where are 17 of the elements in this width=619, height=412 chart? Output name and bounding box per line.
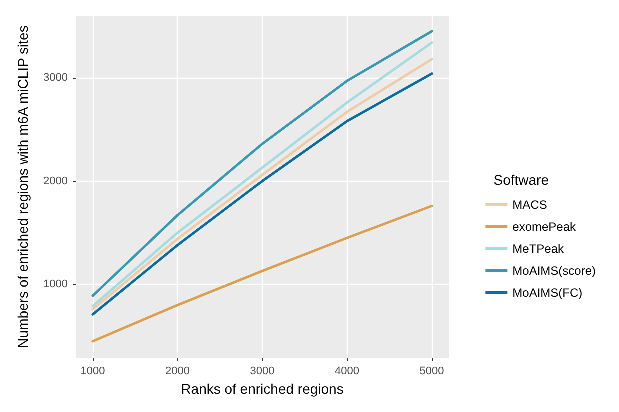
legend-title: Software (494, 172, 550, 188)
line-series (92, 204, 434, 343)
y-axis-title: Numbers of enriched regions with m6A miCLIP sites (15, 26, 31, 348)
x-axis-title: Ranks of enriched regions (181, 381, 344, 397)
x-tick-label: 4000 (335, 366, 360, 378)
y-tick-label: 2000 (44, 175, 68, 188)
x-tick-label: 5000 (420, 366, 444, 378)
x-tick-label: 1000 (80, 366, 106, 378)
x-tick-label: 3000 (250, 366, 275, 378)
legend-label: exomePeak (512, 220, 578, 234)
legend-label: MACS (512, 198, 548, 212)
legend-label: MeTPeak (512, 242, 566, 256)
y-tick-label: 3000 (44, 72, 68, 84)
legend-label: MoAIMS(score) (512, 264, 596, 278)
legend-label: MoAIMS(FC) (512, 286, 583, 300)
x-tick-label: 2000 (165, 366, 190, 378)
y-tick-label: 1000 (44, 278, 68, 291)
